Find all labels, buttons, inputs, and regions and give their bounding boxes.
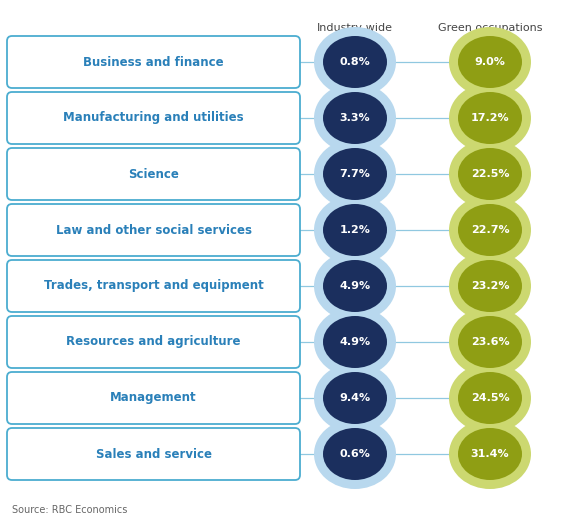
Text: Science: Science bbox=[128, 167, 179, 180]
Ellipse shape bbox=[314, 419, 396, 489]
Ellipse shape bbox=[314, 307, 396, 377]
Text: 4.9%: 4.9% bbox=[340, 281, 371, 291]
Ellipse shape bbox=[449, 363, 531, 433]
Text: 24.5%: 24.5% bbox=[471, 393, 509, 403]
Ellipse shape bbox=[323, 316, 387, 368]
Ellipse shape bbox=[323, 148, 387, 200]
FancyBboxPatch shape bbox=[7, 316, 300, 368]
Ellipse shape bbox=[449, 419, 531, 489]
Ellipse shape bbox=[323, 372, 387, 424]
Text: Green occupations: Green occupations bbox=[438, 23, 542, 33]
Ellipse shape bbox=[323, 428, 387, 480]
FancyBboxPatch shape bbox=[7, 372, 300, 424]
Ellipse shape bbox=[314, 363, 396, 433]
Text: 4.9%: 4.9% bbox=[340, 337, 371, 347]
Text: 23.6%: 23.6% bbox=[471, 337, 509, 347]
Text: Management: Management bbox=[110, 391, 197, 404]
Ellipse shape bbox=[323, 92, 387, 144]
FancyBboxPatch shape bbox=[7, 92, 300, 144]
Text: Business and finance: Business and finance bbox=[83, 56, 224, 68]
Ellipse shape bbox=[458, 36, 522, 88]
Text: 0.6%: 0.6% bbox=[340, 449, 371, 459]
Ellipse shape bbox=[314, 27, 396, 97]
Text: 31.4%: 31.4% bbox=[471, 449, 509, 459]
Text: 1.2%: 1.2% bbox=[340, 225, 371, 235]
Text: Source: RBC Economics: Source: RBC Economics bbox=[12, 505, 127, 515]
Text: 7.7%: 7.7% bbox=[340, 169, 371, 179]
Ellipse shape bbox=[458, 372, 522, 424]
Ellipse shape bbox=[323, 36, 387, 88]
Text: Sales and service: Sales and service bbox=[95, 448, 211, 461]
Text: Manufacturing and utilities: Manufacturing and utilities bbox=[63, 111, 244, 125]
Text: Resources and agriculture: Resources and agriculture bbox=[66, 336, 241, 349]
Text: 9.4%: 9.4% bbox=[340, 393, 371, 403]
Ellipse shape bbox=[449, 195, 531, 265]
Ellipse shape bbox=[458, 428, 522, 480]
Ellipse shape bbox=[449, 139, 531, 209]
Text: Law and other social services: Law and other social services bbox=[55, 224, 251, 237]
Text: 9.0%: 9.0% bbox=[475, 57, 506, 67]
Ellipse shape bbox=[449, 251, 531, 321]
Text: 3.3%: 3.3% bbox=[340, 113, 370, 123]
Ellipse shape bbox=[458, 204, 522, 256]
Text: Industry-wide: Industry-wide bbox=[317, 23, 393, 33]
Text: 0.8%: 0.8% bbox=[340, 57, 371, 67]
Ellipse shape bbox=[314, 251, 396, 321]
Ellipse shape bbox=[458, 148, 522, 200]
Text: 17.2%: 17.2% bbox=[471, 113, 509, 123]
Ellipse shape bbox=[314, 83, 396, 153]
FancyBboxPatch shape bbox=[7, 260, 300, 312]
Ellipse shape bbox=[458, 316, 522, 368]
Ellipse shape bbox=[314, 195, 396, 265]
Ellipse shape bbox=[323, 204, 387, 256]
Text: Trades, transport and equipment: Trades, transport and equipment bbox=[44, 279, 263, 292]
Text: 23.2%: 23.2% bbox=[471, 281, 509, 291]
Ellipse shape bbox=[458, 260, 522, 312]
Ellipse shape bbox=[314, 139, 396, 209]
Ellipse shape bbox=[449, 27, 531, 97]
Ellipse shape bbox=[458, 92, 522, 144]
FancyBboxPatch shape bbox=[7, 428, 300, 480]
FancyBboxPatch shape bbox=[7, 204, 300, 256]
FancyBboxPatch shape bbox=[7, 148, 300, 200]
Ellipse shape bbox=[323, 260, 387, 312]
Text: 22.5%: 22.5% bbox=[471, 169, 509, 179]
Ellipse shape bbox=[449, 307, 531, 377]
FancyBboxPatch shape bbox=[7, 36, 300, 88]
Ellipse shape bbox=[449, 83, 531, 153]
Text: 22.7%: 22.7% bbox=[471, 225, 509, 235]
